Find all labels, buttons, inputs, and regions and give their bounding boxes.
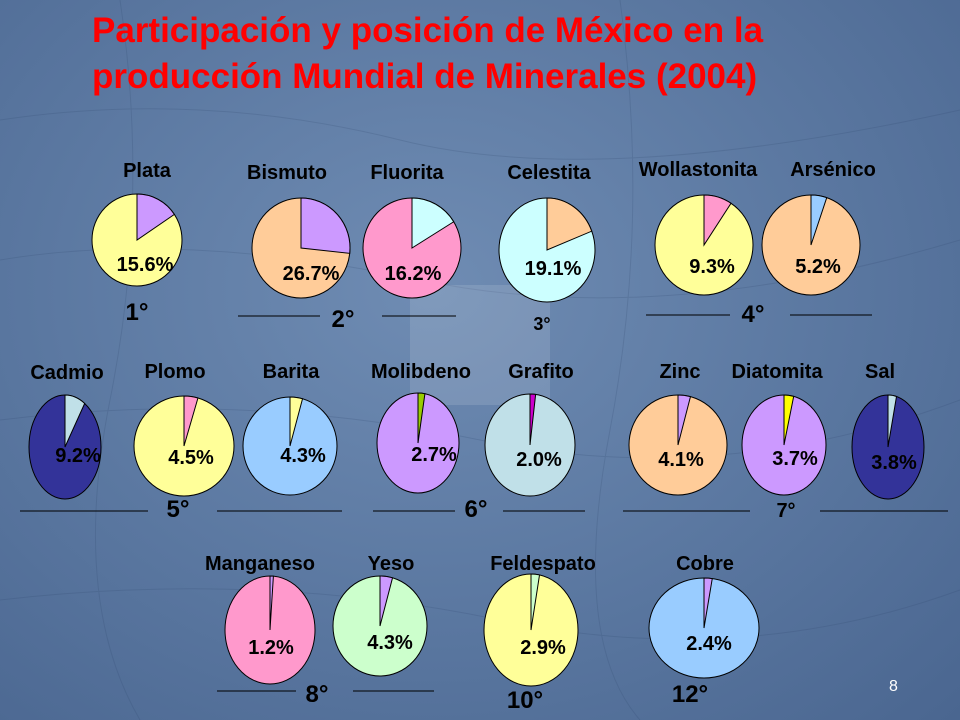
mineral-name-manganeso: Manganeso [205,553,315,575]
rank-label: 6° [465,496,488,523]
pie-sal: Sal 3.8% [851,361,925,500]
rank-label: 10° [507,687,543,714]
pie-slice-mexico-feldespato [530,573,541,631]
mineral-name-feldespato: Feldespato [490,553,596,575]
data-label-arsenico: 5.2% [795,256,841,278]
data-label-diatomita: 3.7% [772,448,818,470]
pie-slice-mexico-molibdeno [417,392,426,444]
data-label-feldespato: 2.9% [520,637,566,659]
pie-slice-mexico-sal [887,394,898,448]
data-label-zinc: 4.1% [658,449,704,471]
pie-slice-mexico-yeso [379,575,394,627]
pie-slice-mexico-fluorita [411,197,455,249]
pie-diatomita: Diatomita 3.7% [731,361,827,496]
rank-label: 1° [126,299,149,326]
pie-slice-mexico-celestita [546,197,593,251]
pie-slice-mexico-bismuto [300,197,351,254]
watermark-logo [410,285,550,405]
pie-feldespato: Feldespato 2.9% [483,553,596,687]
mineral-name-fluorita: Fluorita [370,162,444,184]
pie-molibdeno: Molibdeno 2.7% [371,361,471,494]
rank-label: 8° [306,681,329,708]
mineral-name-diatomita: Diatomita [731,361,823,383]
pie-fluorita: Fluorita 16.2% [362,162,462,299]
data-label-plomo: 4.5% [168,447,214,469]
pie-slice-mexico-cadmio [64,394,86,448]
pie-cobre: Cobre 2.4% [648,553,760,679]
mineral-name-celestita: Celestita [507,162,591,184]
data-label-grafito: 2.0% [516,449,562,471]
mineral-name-sal: Sal [865,361,895,383]
rank-label: 4° [742,301,765,328]
data-label-wollastonita: 9.3% [689,256,735,278]
pie-yeso: Yeso 4.3% [332,553,428,677]
pie-arsenico: Arsénico 5.2% [761,159,876,296]
mineral-name-plomo: Plomo [144,361,205,383]
pie-slice-mexico-plata [136,193,176,241]
pie-wollastonita: Wollastonita 9.3% [639,159,758,296]
pie-cadmio: Cadmio 9.2% [28,362,104,500]
data-label-manganeso: 1.2% [248,637,294,659]
rank-label: 3° [533,314,550,334]
data-label-cadmio: 9.2% [55,445,101,467]
slide-title: Participación y posición de México en la… [92,8,912,100]
mineral-name-plata: Plata [123,160,172,182]
pie-slice-mexico-arsenico [810,194,828,246]
title-line-1: Participación y posición de México en la [92,11,764,50]
pie-slice-mexico-grafito [529,393,537,446]
pie-plomo: Plomo 4.5% [133,361,235,497]
pie-plata: Plata 15.6% [91,160,183,287]
pie-grafito: Grafito 2.0% [484,361,576,497]
data-label-sal: 3.8% [871,452,917,474]
data-label-cobre: 2.4% [686,633,732,655]
data-label-molibdeno: 2.7% [411,444,457,466]
rank-label: 2° [332,306,355,333]
mineral-name-grafito: Grafito [508,361,574,383]
mineral-name-bismuto: Bismuto [247,162,327,184]
pie-slice-mexico-wollastonita [703,194,732,247]
rank-label: 7° [776,500,795,522]
pie-slice-mexico-barita [289,396,304,447]
pie-zinc: Zinc 4.1% [628,361,728,496]
mineral-name-wollastonita: Wollastonita [639,159,758,181]
pie-manganeso: Manganeso 1.2% [205,553,316,685]
data-label-fluorita: 16.2% [385,263,442,285]
rank-dividers [20,314,948,692]
pie-celestita: Celestita 19.1% [498,162,596,303]
data-label-yeso: 4.3% [367,632,413,654]
pie-slice-mexico-zinc [677,394,692,446]
mineral-name-barita: Barita [263,361,321,383]
mineral-name-cadmio: Cadmio [30,362,103,384]
data-label-barita: 4.3% [280,445,326,467]
page-number: 8 [889,678,898,695]
mineral-name-zinc: Zinc [659,361,700,383]
pie-slice-mexico-diatomita [783,394,795,446]
rank-labels: 1° 2° 3° 4° 5° 6° 7° 8° 10° 12° [126,299,796,714]
pies-group: Plata 15.6% Bismuto 26.7% Fluorita 16.2% Celes… [28,159,925,687]
pie-barita: Barita 4.3% [242,361,338,496]
pie-slice-mexico-plomo [183,395,199,447]
pie-bismuto: Bismuto 26.7% [247,162,351,299]
mineral-name-cobre: Cobre [676,553,734,575]
rank-label: 12° [672,681,708,708]
pie-slice-mexico-cobre [703,577,713,629]
mineral-name-yeso: Yeso [368,553,415,575]
pie-slice-mexico-manganeso [269,575,274,631]
mineral-name-molibdeno: Molibdeno [371,361,471,383]
mineral-name-arsenico: Arsénico [790,159,876,181]
data-label-celestita: 19.1% [525,258,582,280]
rank-label: 5° [167,496,190,523]
data-label-bismuto: 26.7% [283,263,340,285]
title-line-2: producción Mundial de Minerales (2004) [92,57,758,96]
data-label-plata: 15.6% [117,254,174,276]
